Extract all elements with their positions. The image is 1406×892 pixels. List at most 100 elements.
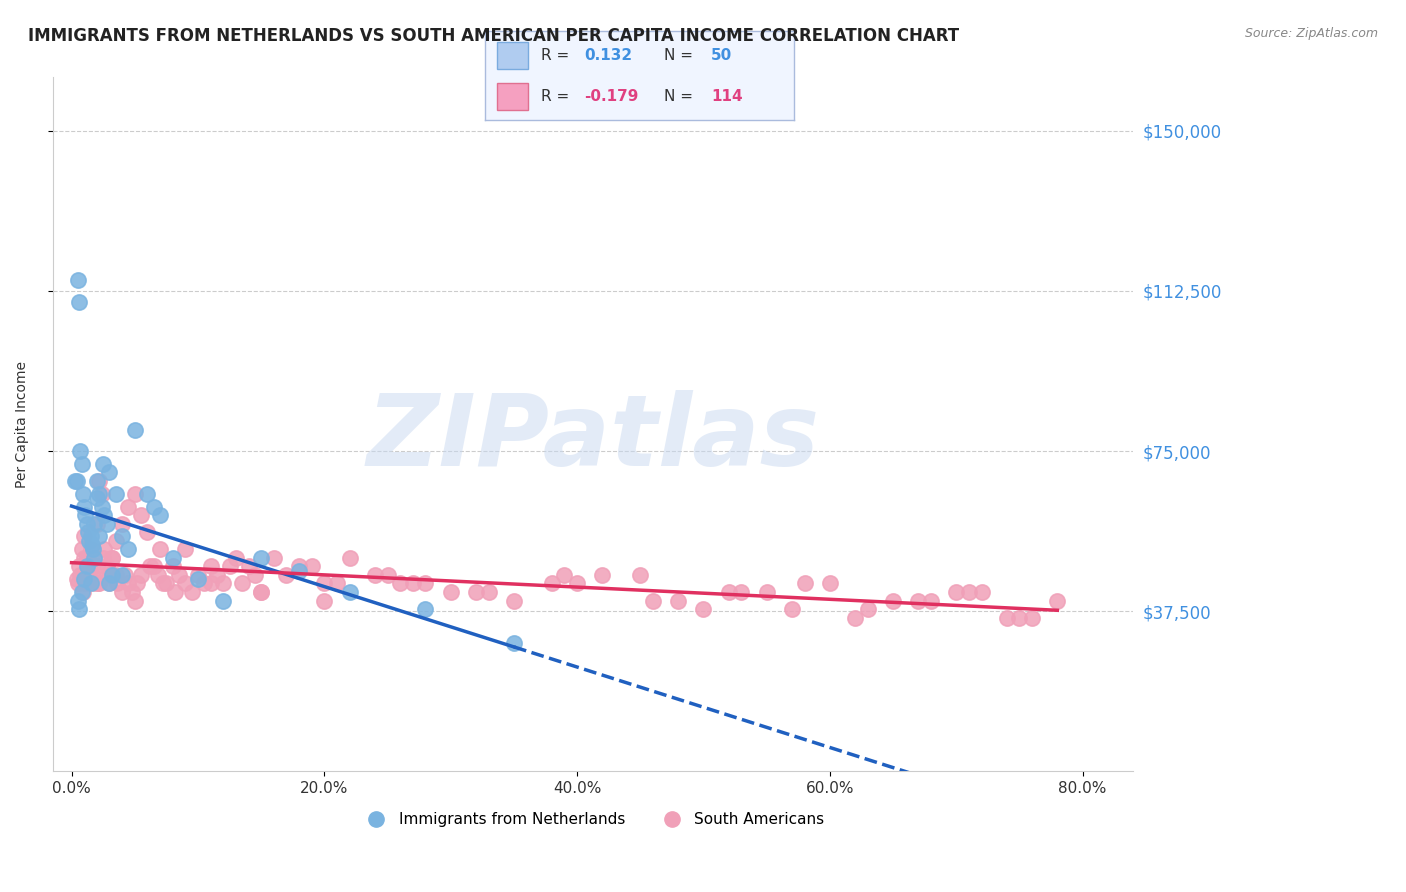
South Americans — [276, 568, 298, 582]
Immigrants from Netherlands — [90, 500, 112, 514]
Immigrants from Netherlands — [79, 529, 101, 543]
South Americans — [314, 593, 336, 607]
South Americans — [225, 550, 247, 565]
South Americans — [105, 576, 128, 591]
Immigrants from Netherlands — [69, 444, 91, 458]
Immigrants from Netherlands — [80, 538, 103, 552]
South Americans — [101, 550, 124, 565]
South Americans — [641, 593, 664, 607]
South Americans — [104, 568, 127, 582]
South Americans — [67, 559, 90, 574]
South Americans — [907, 593, 929, 607]
Legend: Immigrants from Netherlands, South Americans: Immigrants from Netherlands, South Ameri… — [356, 805, 831, 833]
South Americans — [86, 559, 108, 574]
South Americans — [301, 559, 323, 574]
Immigrants from Netherlands — [117, 542, 139, 557]
South Americans — [503, 593, 526, 607]
South Americans — [250, 585, 273, 599]
South Americans — [136, 525, 159, 540]
Immigrants from Netherlands — [212, 593, 235, 607]
Immigrants from Netherlands — [83, 516, 105, 531]
Immigrants from Netherlands — [83, 550, 105, 565]
Immigrants from Netherlands — [76, 559, 98, 574]
South Americans — [96, 568, 118, 582]
Immigrants from Netherlands — [124, 423, 146, 437]
Immigrants from Netherlands — [67, 294, 90, 309]
South Americans — [66, 576, 89, 591]
South Americans — [231, 576, 253, 591]
South Americans — [91, 550, 114, 565]
South Americans — [339, 550, 361, 565]
Immigrants from Netherlands — [111, 568, 134, 582]
South Americans — [89, 474, 111, 488]
Immigrants from Netherlands — [339, 585, 361, 599]
Immigrants from Netherlands — [66, 273, 89, 287]
South Americans — [755, 585, 778, 599]
South Americans — [628, 568, 651, 582]
Text: IMMIGRANTS FROM NETHERLANDS VS SOUTH AMERICAN PER CAPITA INCOME CORRELATION CHAR: IMMIGRANTS FROM NETHERLANDS VS SOUTH AME… — [28, 27, 959, 45]
South Americans — [149, 542, 172, 557]
South Americans — [995, 610, 1018, 624]
Immigrants from Netherlands — [187, 572, 209, 586]
South Americans — [205, 568, 228, 582]
South Americans — [415, 576, 437, 591]
Immigrants from Netherlands — [93, 508, 115, 523]
South Americans — [1046, 593, 1069, 607]
South Americans — [129, 568, 152, 582]
South Americans — [591, 568, 613, 582]
South Americans — [193, 576, 215, 591]
South Americans — [326, 576, 349, 591]
Text: Source: ZipAtlas.com: Source: ZipAtlas.com — [1244, 27, 1378, 40]
South Americans — [96, 559, 118, 574]
South Americans — [818, 576, 841, 591]
South Americans — [90, 487, 112, 501]
Immigrants from Netherlands — [66, 593, 89, 607]
Immigrants from Netherlands — [77, 525, 100, 540]
Immigrants from Netherlands — [142, 500, 165, 514]
South Americans — [250, 585, 273, 599]
South Americans — [1008, 610, 1031, 624]
South Americans — [98, 576, 121, 591]
South Americans — [553, 568, 575, 582]
South Americans — [72, 585, 94, 599]
Immigrants from Netherlands — [288, 564, 311, 578]
South Americans — [957, 585, 980, 599]
South Americans — [174, 576, 197, 591]
South Americans — [238, 559, 260, 574]
South Americans — [856, 602, 879, 616]
South Americans — [69, 568, 91, 582]
South Americans — [793, 576, 815, 591]
Immigrants from Netherlands — [89, 529, 111, 543]
Immigrants from Netherlands — [250, 550, 273, 565]
South Americans — [117, 500, 139, 514]
South Americans — [77, 568, 100, 582]
Immigrants from Netherlands — [65, 474, 87, 488]
Text: 0.132: 0.132 — [583, 48, 633, 62]
South Americans — [80, 568, 103, 582]
South Americans — [76, 550, 98, 565]
Immigrants from Netherlands — [89, 487, 111, 501]
Immigrants from Netherlands — [73, 500, 96, 514]
Immigrants from Netherlands — [70, 457, 93, 471]
Immigrants from Netherlands — [415, 602, 437, 616]
South Americans — [146, 568, 169, 582]
South Americans — [162, 559, 184, 574]
Immigrants from Netherlands — [111, 529, 134, 543]
Immigrants from Netherlands — [162, 550, 184, 565]
South Americans — [174, 542, 197, 557]
South Americans — [77, 559, 100, 574]
Immigrants from Netherlands — [79, 576, 101, 591]
Text: N =: N = — [665, 89, 699, 103]
Immigrants from Netherlands — [503, 636, 526, 650]
South Americans — [389, 576, 412, 591]
South Americans — [127, 576, 149, 591]
Immigrants from Netherlands — [149, 508, 172, 523]
South Americans — [86, 516, 108, 531]
South Americans — [73, 529, 96, 543]
Immigrants from Netherlands — [76, 516, 98, 531]
South Americans — [212, 576, 235, 591]
Immigrants from Netherlands — [72, 487, 94, 501]
Y-axis label: Per Capita Income: Per Capita Income — [15, 361, 30, 488]
South Americans — [76, 568, 98, 582]
South Americans — [402, 576, 425, 591]
